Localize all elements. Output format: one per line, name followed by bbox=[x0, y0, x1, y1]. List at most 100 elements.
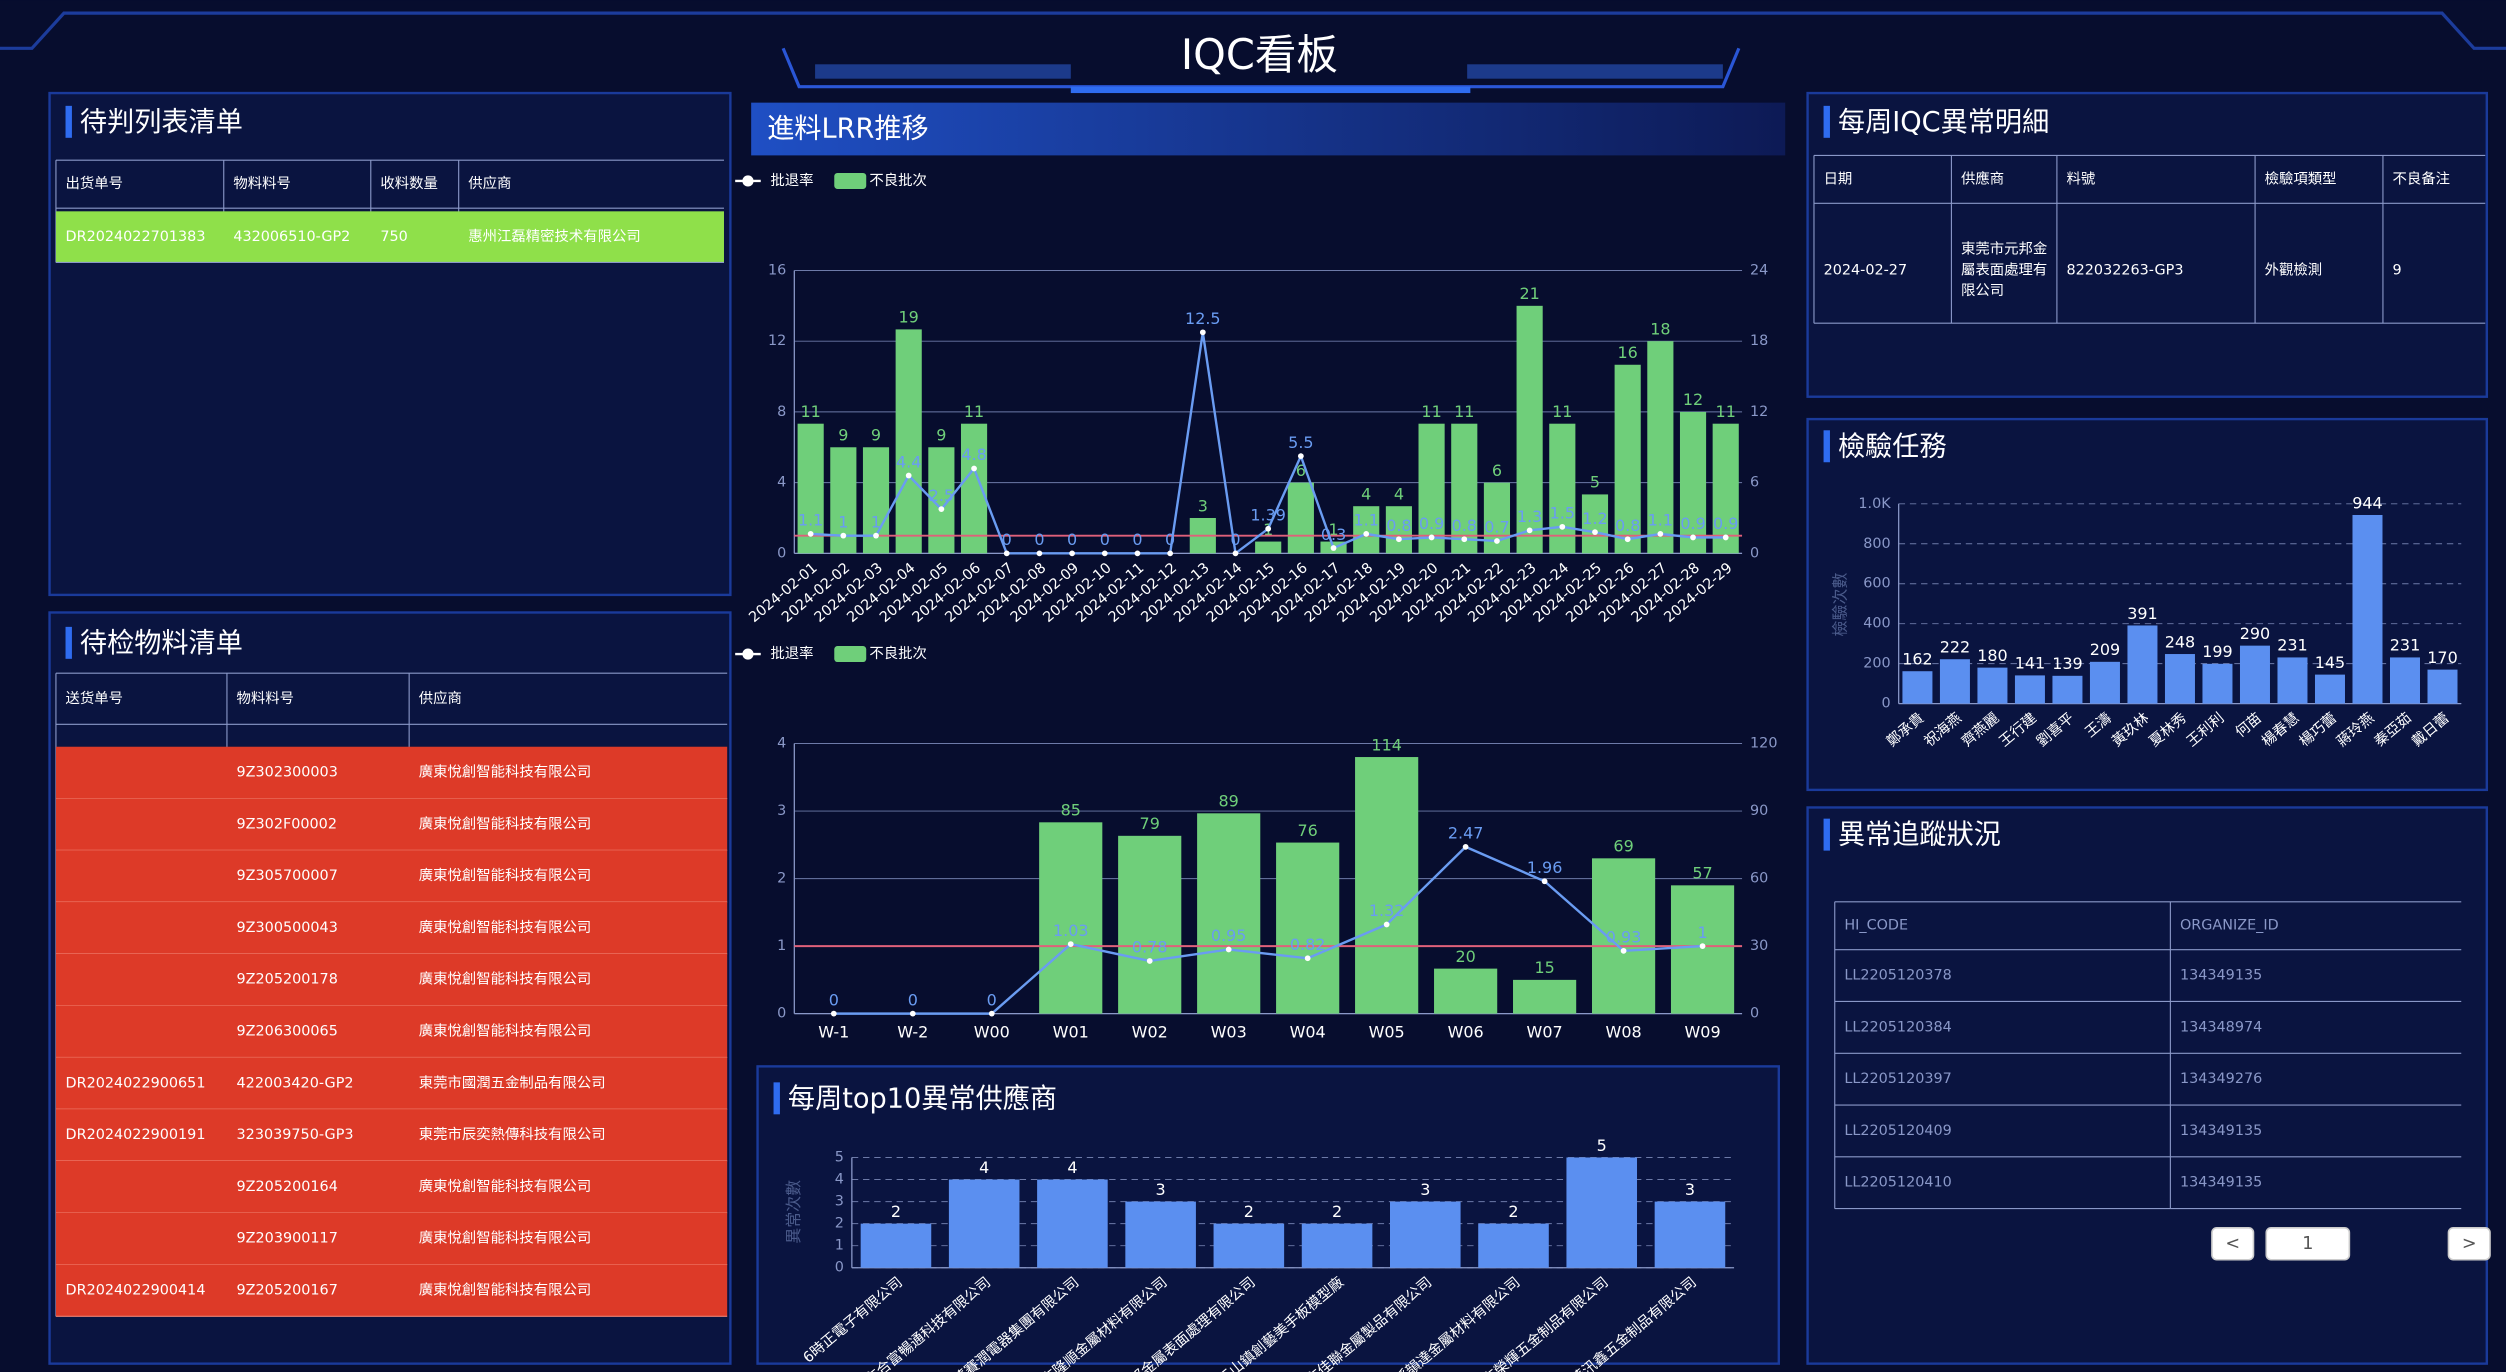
legend-label: 不良批次 bbox=[869, 172, 927, 189]
line-value-label: 1.2 bbox=[1582, 509, 1607, 528]
column-header: 收料数量 bbox=[380, 175, 438, 192]
line-value-label: 0 bbox=[1034, 530, 1044, 549]
bar bbox=[1418, 423, 1445, 554]
y-tick-label: 3 bbox=[835, 1194, 844, 1210]
y-tick-label: 0 bbox=[777, 1006, 786, 1022]
bar bbox=[1255, 541, 1282, 554]
y2-tick-label: 0 bbox=[1750, 545, 1759, 561]
panel-title: 每周IQC異常明細 bbox=[1838, 107, 2049, 138]
table-cell: LL2205120378 bbox=[1844, 968, 1951, 984]
table-cell: 134349276 bbox=[2180, 1071, 2262, 1087]
line-point bbox=[1461, 536, 1468, 543]
line-point bbox=[1101, 550, 1108, 557]
bar-value-label: 6 bbox=[1296, 461, 1306, 480]
y-axis-label: 檢驗次數 bbox=[1831, 573, 1850, 637]
bar bbox=[2164, 654, 2195, 704]
table-row bbox=[55, 1109, 728, 1161]
y-tick-label: 5 bbox=[835, 1149, 844, 1165]
prev-label[interactable]: < bbox=[2225, 1234, 2240, 1254]
line-point bbox=[1396, 536, 1402, 543]
x-tick-label: W08 bbox=[1606, 1022, 1642, 1041]
line-point bbox=[1067, 941, 1074, 947]
column-header: 供应商 bbox=[468, 174, 511, 192]
bar-value-label: 21 bbox=[1519, 284, 1539, 303]
line-value-label: 0.8 bbox=[1615, 516, 1640, 535]
bar-value-label: 2 bbox=[1332, 1202, 1342, 1221]
bar bbox=[1197, 813, 1261, 1014]
bar bbox=[1712, 423, 1739, 554]
bar-value-label: 199 bbox=[2202, 642, 2232, 661]
y-tick-label: 600 bbox=[1863, 576, 1890, 592]
bar-value-label: 114 bbox=[1371, 735, 1401, 754]
bar-value-label: 16 bbox=[1618, 343, 1638, 362]
bar-value-label: 3 bbox=[1156, 1180, 1166, 1199]
panel-title: 待检物料清单 bbox=[80, 628, 243, 659]
bar-value-label: 209 bbox=[2090, 640, 2120, 659]
table-cell: 9Z300500043 bbox=[237, 920, 338, 936]
table-cell: 東莞市辰奕熱傳科技有限公司 bbox=[419, 1126, 606, 1143]
line-point bbox=[988, 1010, 995, 1017]
prev-button[interactable] bbox=[2211, 1226, 2255, 1261]
bar bbox=[1355, 757, 1419, 1014]
bar bbox=[1301, 1223, 1373, 1268]
table-cell: 東莞市國潤五金制品有限公司 bbox=[419, 1074, 606, 1091]
legend-swatch bbox=[742, 175, 754, 187]
bar-value-label: 4 bbox=[1394, 485, 1404, 504]
column-header: ORGANIZE_ID bbox=[2180, 918, 2279, 934]
bar-value-label: 391 bbox=[2127, 604, 2157, 623]
y-tick-label: 1.0K bbox=[1858, 496, 1891, 512]
table-row bbox=[55, 1212, 728, 1265]
line-point bbox=[1363, 531, 1370, 537]
table-cell: 134349135 bbox=[2180, 1175, 2262, 1191]
line-point bbox=[1657, 531, 1664, 537]
page-title: IQC看板 bbox=[1181, 30, 1338, 79]
line-value-label: 12.5 bbox=[1185, 309, 1221, 328]
y-tick-label: 2 bbox=[777, 871, 786, 887]
bar bbox=[895, 329, 922, 554]
y2-tick-label: 12 bbox=[1750, 404, 1768, 420]
y-tick-label: 8 bbox=[777, 404, 786, 420]
bar bbox=[1451, 423, 1478, 554]
table-cell: 廣東悅創智能科技有限公司 bbox=[419, 867, 592, 884]
bar bbox=[1549, 423, 1576, 554]
bar-value-label: 231 bbox=[2277, 636, 2307, 655]
line-point bbox=[905, 472, 912, 479]
next-label[interactable]: > bbox=[2462, 1234, 2477, 1254]
y-tick-label: 800 bbox=[1863, 536, 1890, 552]
page-number[interactable]: 1 bbox=[2302, 1234, 2313, 1254]
y-tick-label: 4 bbox=[777, 736, 786, 752]
table-row bbox=[55, 1160, 728, 1213]
table-cell: 9Z206300065 bbox=[237, 1024, 338, 1040]
table-row bbox=[55, 1057, 728, 1110]
bar-value-label: 9 bbox=[936, 426, 946, 445]
next-button[interactable] bbox=[2447, 1226, 2491, 1261]
table-row bbox=[55, 902, 728, 954]
page-input[interactable] bbox=[2265, 1226, 2351, 1261]
line-value-label: 1.3 bbox=[1517, 507, 1542, 526]
line-point bbox=[909, 1010, 916, 1017]
y-tick-label: 1 bbox=[777, 938, 786, 954]
bar-value-label: 2 bbox=[891, 1202, 901, 1221]
column-header: 送货单号 bbox=[66, 690, 124, 707]
x-tick-label: W07 bbox=[1527, 1022, 1563, 1041]
column-header: 供應商 bbox=[1961, 169, 2004, 187]
column-header: 出货单号 bbox=[66, 175, 124, 192]
bar bbox=[2127, 625, 2158, 704]
line-point bbox=[1699, 943, 1706, 949]
table-cell: LL2205120397 bbox=[1844, 1071, 1951, 1087]
table-cell: LL2205120409 bbox=[1844, 1123, 1951, 1139]
line-value-label: 1.5 bbox=[1550, 504, 1575, 523]
table-cell: 9Z205200164 bbox=[237, 1179, 338, 1195]
panel-title: 進料LRR推移 bbox=[767, 113, 928, 144]
y2-tick-label: 0 bbox=[1750, 1006, 1759, 1022]
bar bbox=[1516, 305, 1543, 554]
line-value-label: 4.4 bbox=[896, 452, 921, 471]
table-cell: 432006510-GP2 bbox=[233, 229, 350, 245]
line-value-label: 0.82 bbox=[1290, 935, 1326, 954]
table-cell: 9Z205200167 bbox=[237, 1282, 338, 1298]
bar-value-label: 11 bbox=[1716, 402, 1736, 421]
line-point bbox=[1494, 538, 1500, 544]
table-cell: 9Z302300003 bbox=[237, 765, 338, 781]
header-stripes bbox=[1467, 64, 1723, 79]
x-tick-label: W04 bbox=[1290, 1022, 1326, 1041]
